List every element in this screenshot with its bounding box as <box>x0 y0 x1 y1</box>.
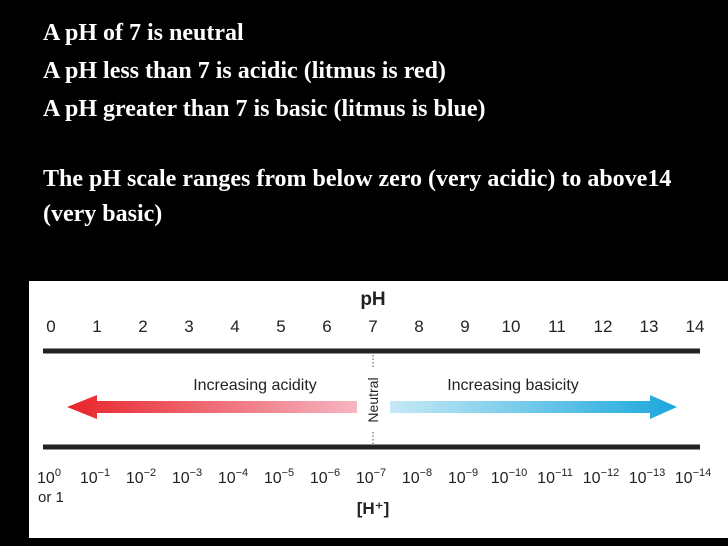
ph-tick-5: 5 <box>276 317 285 336</box>
h-tick-0: 100 <box>37 467 61 487</box>
ph-tick-4: 4 <box>230 317 239 336</box>
h-tick-1: 10−1 <box>80 467 110 487</box>
ph-tick-13: 13 <box>640 317 659 336</box>
h-tick-13: 10−13 <box>629 467 665 487</box>
ph-title: pH <box>360 289 385 310</box>
h-tick-12: 10−12 <box>583 467 619 487</box>
acidity-label: Increasing acidity <box>193 377 317 394</box>
h-tick-6: 10−6 <box>310 467 340 487</box>
h-tick-2: 10−2 <box>126 467 156 487</box>
ph-tick-6: 6 <box>322 317 331 336</box>
ph-tick-8: 8 <box>414 317 423 336</box>
bullet-neutral: A pH of 7 is neutral <box>43 20 244 46</box>
h-tick-11: 10−11 <box>537 467 573 487</box>
ph-scale-diagram: pH 0 1 2 3 4 5 6 7 8 9 10 11 12 13 14 Increasing acidi… <box>29 281 728 538</box>
h-tick-4: 10−4 <box>218 467 248 487</box>
ph-tick-3: 3 <box>184 317 193 336</box>
ph-tick-10: 10 <box>502 317 521 336</box>
ph-tick-14: 14 <box>686 317 705 336</box>
scale-range-note: The pH scale ranges from below zero (ver… <box>43 166 672 227</box>
h-concentration-labels: 100 10−1 10−2 10−3 10−4 10−5 10−6 10−7 10−8 10−9 1… <box>37 467 711 487</box>
ph-tick-9: 9 <box>460 317 469 336</box>
bullet-acidic: A pH less than 7 is acidic (litmus is re… <box>43 58 446 84</box>
h-tick-8: 10−8 <box>402 467 432 487</box>
ph-tick-2: 2 <box>138 317 147 336</box>
ph-tick-7: 7 <box>368 317 377 336</box>
h-tick-9: 10−9 <box>448 467 478 487</box>
slide-text: A pH of 7 is neutral A pH less than 7 is… <box>43 14 723 232</box>
ph-tick-labels: 0 1 2 3 4 5 6 7 8 9 10 11 12 13 14 <box>46 317 704 336</box>
basicity-label: Increasing basicity <box>447 377 579 394</box>
h-ion-label: [H⁺] <box>357 499 390 518</box>
h-tick-7: 10−7 <box>356 467 386 487</box>
acidity-arrow <box>67 395 357 419</box>
ph-tick-1: 1 <box>92 317 101 336</box>
h-tick-10: 10−10 <box>491 467 527 487</box>
neutral-label: Neutral <box>365 377 381 422</box>
h-tick-14: 10−14 <box>675 467 711 487</box>
h-tick-3: 10−3 <box>172 467 202 487</box>
ph-tick-0: 0 <box>46 317 55 336</box>
h-tick-5: 10−5 <box>264 467 294 487</box>
bullet-basic: A pH greater than 7 is basic (litmus is … <box>43 96 486 122</box>
ph-tick-11: 11 <box>548 317 566 336</box>
or-one-label: or 1 <box>38 489 64 506</box>
ph-tick-12: 12 <box>594 317 613 336</box>
basicity-arrow <box>390 395 677 419</box>
